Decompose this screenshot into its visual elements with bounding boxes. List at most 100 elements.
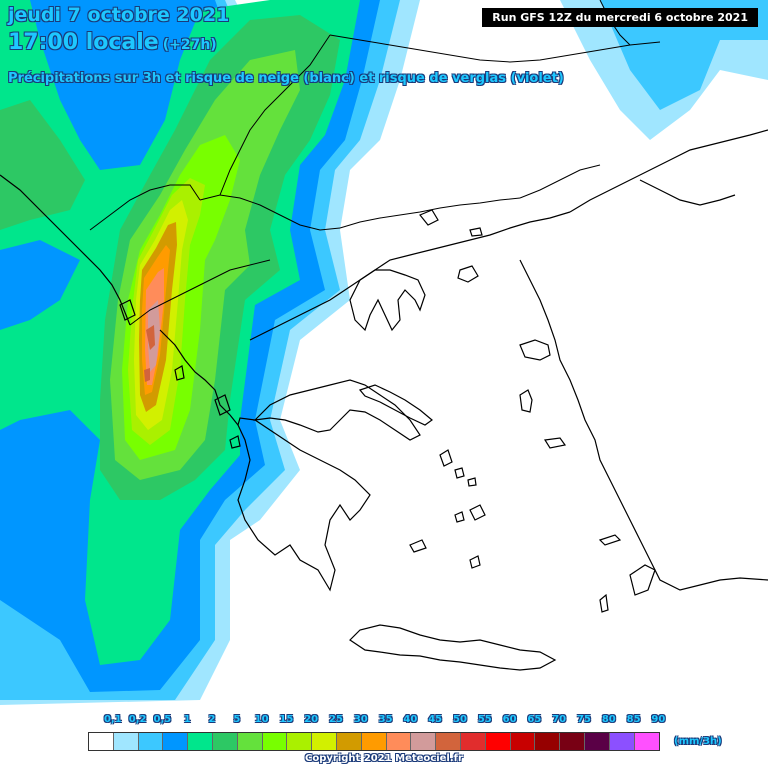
forecast-time: 17:00 locale (+27h) [8, 30, 217, 55]
border-albania-greece [129, 259, 271, 326]
legend-swatch [336, 733, 362, 750]
legend-color-scale [88, 732, 661, 751]
karpathos [599, 593, 609, 613]
lesbos [519, 339, 551, 361]
legend-swatch [386, 733, 412, 750]
legend-swatch [163, 733, 189, 750]
legend-tick-label: 15 [279, 714, 294, 725]
legend-swatch [287, 733, 313, 750]
turkey-west-coast [519, 259, 768, 591]
legend-tick-label: 0,2 [128, 714, 147, 725]
border-north-macedonia [199, 194, 341, 231]
legend-tick-label: 80 [601, 714, 616, 725]
legend-tick-label: 0,5 [153, 714, 172, 725]
legend-tick-label: 30 [353, 714, 368, 725]
rhodes [629, 564, 656, 596]
legend-tick-label: 5 [233, 714, 241, 725]
precip-band-rust-2 [144, 368, 150, 382]
precipitation-field [0, 0, 768, 705]
milos [409, 539, 427, 553]
paros [454, 511, 465, 523]
precip-band-sky-blue-ne [600, 0, 768, 110]
naxos [469, 504, 486, 521]
tinos [454, 467, 465, 479]
samothrace [469, 227, 483, 237]
legend-ticks: 0,1 0,2 0,5 1 2 5 10 15 20 25 30 35 40 45 50 55 60 65 70 75… [88, 714, 665, 728]
andros [439, 449, 453, 467]
balkan-coast-west [0, 174, 131, 326]
greece-mainland [253, 379, 421, 441]
legend-unit: (mm/3h) [674, 736, 722, 747]
euboea [358, 384, 433, 426]
legend-tick-label: 2 [208, 714, 216, 725]
sea-of-marmara [639, 179, 736, 206]
mykonos [467, 477, 477, 487]
lefkada [174, 365, 185, 381]
legend-swatch [634, 733, 660, 750]
legend-swatch [237, 733, 263, 750]
chalkidiki [349, 269, 426, 332]
legend-tick-label: 0,1 [103, 714, 122, 725]
legend-swatch [361, 733, 387, 750]
legend-swatch [411, 733, 437, 750]
legend-swatch [584, 733, 610, 750]
legend-tick-label: 1 [183, 714, 191, 725]
legend-tick-label: 25 [329, 714, 343, 725]
legend-swatch [436, 733, 461, 750]
legend-tick-label: 55 [477, 714, 492, 725]
forecast-time-label: 17:00 locale [8, 30, 159, 55]
legend-swatch [212, 733, 238, 750]
legend-swatch [312, 733, 337, 750]
coastlines [0, 129, 768, 671]
border-bulgaria-north [329, 34, 661, 63]
legend-swatch [485, 733, 511, 750]
legend-tick-label: 65 [527, 714, 542, 725]
zakynthos [229, 435, 241, 449]
precip-band-rust [146, 325, 155, 350]
legend-tick-label: 90 [651, 714, 666, 725]
kos [598, 534, 622, 546]
map-subtitle: Précipitations sur 3h et risque de neige… [8, 71, 564, 86]
border-montenegro [89, 184, 201, 231]
legend-swatch [460, 733, 486, 750]
border-serbia [219, 34, 331, 196]
limnos [457, 265, 479, 283]
legend-tick-label: 10 [254, 714, 269, 725]
legend-tick-label: 35 [378, 714, 393, 725]
legend-tick-label: 20 [304, 714, 319, 725]
turkey-north [569, 129, 768, 213]
kefalonia [214, 394, 231, 416]
peloponnese [237, 417, 371, 592]
legend-swatch [89, 733, 114, 750]
legend-tick-label: 40 [403, 714, 418, 725]
greece-north-coast [249, 211, 571, 341]
border-turkey-bulgaria [519, 164, 601, 199]
chios [519, 389, 533, 413]
legend-swatch [262, 733, 288, 750]
legend-tick-label: 85 [626, 714, 641, 725]
legend-swatch [609, 733, 635, 750]
samos [543, 437, 567, 449]
legend-tick-label: 60 [502, 714, 517, 725]
copyright: Copyright 2021 Meteociel.fr [305, 753, 463, 764]
legend-swatch [188, 733, 213, 750]
country-borders [89, 0, 661, 326]
corfu [119, 299, 136, 321]
santorini [469, 555, 481, 569]
legend-tick-label: 45 [428, 714, 443, 725]
forecast-offset: (+27h) [162, 37, 217, 53]
crete [349, 624, 557, 671]
thasos [419, 209, 439, 226]
legend-tick-label: 70 [552, 714, 567, 725]
forecast-date: jeudi 7 octobre 2021 [8, 4, 230, 26]
legend-swatch [510, 733, 536, 750]
legend-tick-label: 50 [453, 714, 467, 725]
precip-band-green [0, 100, 85, 230]
legend-tick-label: 75 [577, 714, 591, 725]
border-greece-bulgaria [339, 197, 521, 229]
legend-swatch [535, 733, 561, 750]
legend-swatch [113, 733, 139, 750]
run-label: Run GFS 12Z du mercredi 6 octobre 2021 [482, 8, 758, 27]
